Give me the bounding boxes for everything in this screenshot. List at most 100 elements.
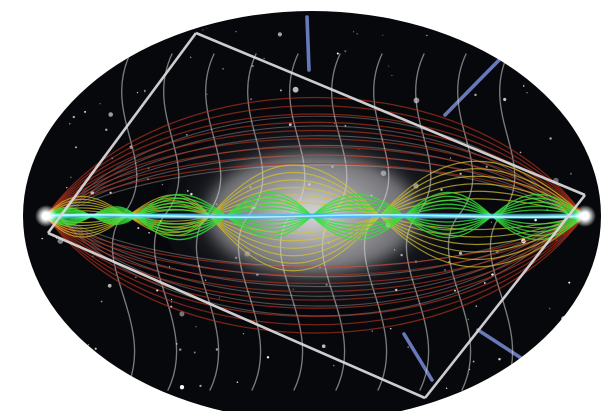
background-star [41,237,43,240]
background-star [179,311,185,317]
lower-red-path [45,215,585,276]
background-star [292,86,299,93]
background-star [548,307,551,310]
background-star [202,29,204,31]
background-star [336,52,339,55]
background-star [571,333,577,339]
background-star [541,87,543,89]
background-star [71,66,74,68]
background-star [426,34,428,37]
upper-red-path [45,113,585,217]
background-star [574,84,577,87]
background-star [491,273,494,276]
background-star [527,366,530,369]
background-star [101,372,103,375]
background-star [526,92,528,94]
white-parallelogram-frame [46,31,587,400]
background-star [522,85,525,87]
background-star [84,110,87,113]
background-star [426,23,429,25]
upper-red-path [45,105,585,217]
background-star [179,385,185,390]
background-star [236,381,239,384]
background-star [105,128,108,131]
background-star [474,93,477,97]
background-star [389,327,392,330]
background-star [279,89,282,92]
background-star [382,34,384,36]
lower-red-path [45,215,585,309]
background-star [60,79,62,81]
right-point-source [580,211,590,221]
background-star [242,333,244,335]
background-star [503,97,507,102]
background-star [478,389,481,391]
background-star [407,346,410,348]
central-blue-band-core [45,214,585,218]
background-star [38,296,41,299]
background-star [82,83,84,85]
background-star [34,137,38,141]
background-star [388,65,390,67]
background-star [561,316,567,322]
background-star [467,318,470,321]
lower-red-path [45,215,585,285]
lower-red-path [45,215,585,293]
background-star [144,89,146,92]
background-star [199,384,202,388]
background-star [53,60,56,62]
background-star [519,151,522,154]
background-star [391,74,393,77]
background-star [549,137,552,140]
sky-contents [34,15,596,400]
background-star [235,31,237,33]
left-point-source [41,211,51,221]
upper-red-path [45,97,585,217]
background-star [333,364,335,367]
background-star [206,27,208,29]
background-star [144,90,146,93]
background-star [136,91,139,94]
lower-white-arc [57,215,571,297]
upper-red-path [45,146,585,217]
background-star [142,44,144,46]
background-star [189,56,192,59]
background-star [108,112,113,117]
background-star [371,330,373,332]
background-star [250,98,253,101]
background-star [277,32,282,37]
background-star [206,93,208,95]
background-star [52,312,55,314]
background-star [266,356,270,359]
background-star [178,348,182,351]
background-star [569,172,572,175]
background-star [74,146,78,149]
background-star [445,387,448,389]
background-star [62,330,65,332]
background-star [73,339,75,342]
background-star [472,360,475,363]
background-star [43,45,46,48]
background-star [99,102,101,105]
background-star [193,351,196,354]
background-star [571,67,574,70]
lower-red-path [45,215,585,318]
background-star [321,344,326,349]
upper-white-arc [57,164,571,217]
background-star [544,337,546,340]
background-star [99,391,103,395]
background-star [109,191,112,194]
background-star [135,276,137,278]
upper-red-path [45,138,585,217]
background-star [69,122,71,125]
background-star [215,348,219,351]
background-star [195,326,197,328]
background-star [563,84,565,87]
background-star [107,283,112,288]
background-star [344,50,347,53]
lower-red-path [45,215,585,326]
background-star [66,186,68,189]
background-star [87,344,90,346]
